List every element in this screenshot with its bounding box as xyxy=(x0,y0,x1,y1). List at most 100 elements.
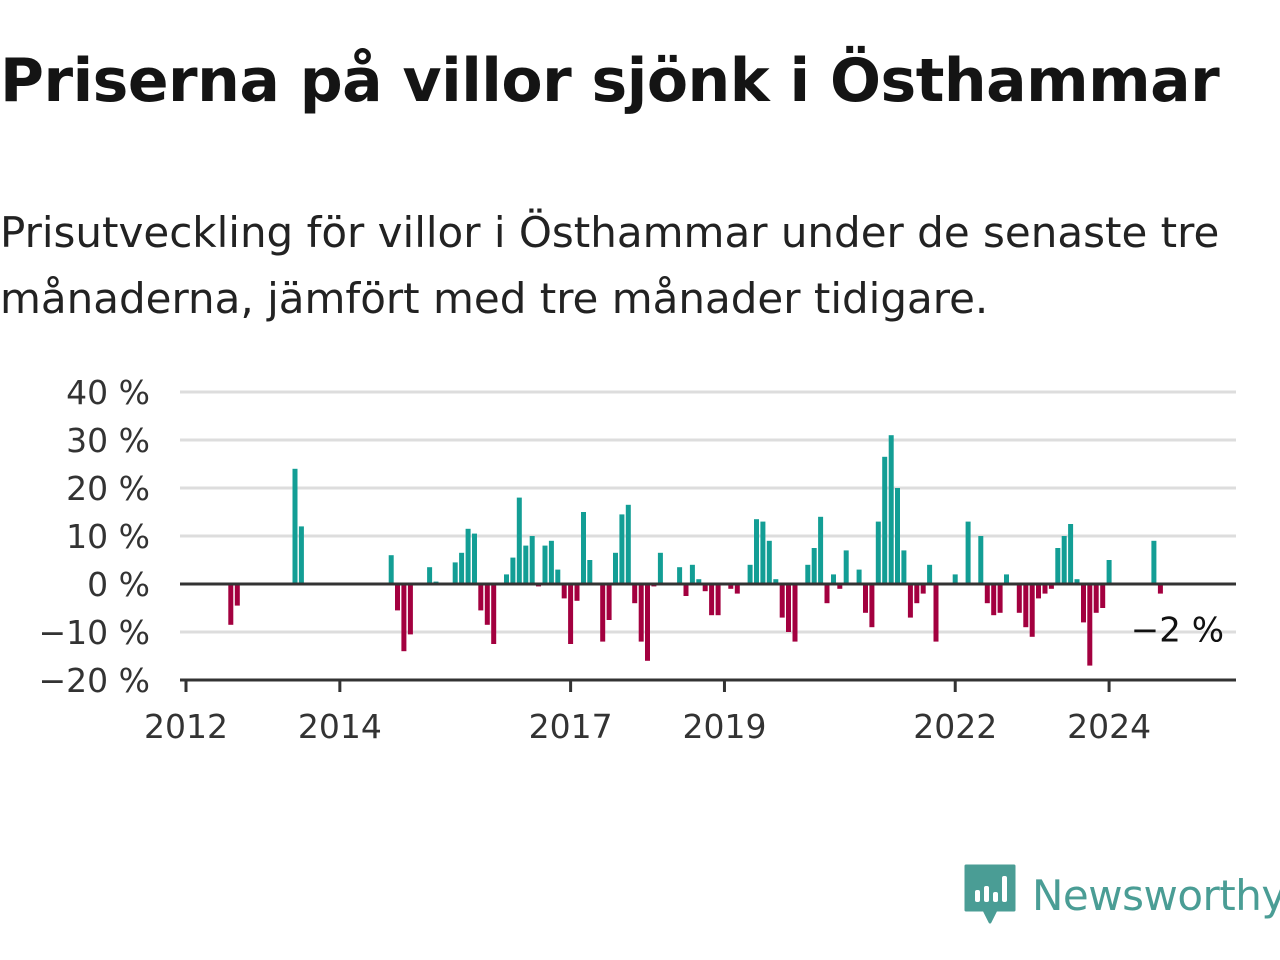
bar xyxy=(388,555,394,584)
bar xyxy=(1055,548,1061,584)
bar xyxy=(1157,584,1163,594)
bar xyxy=(818,516,824,584)
x-tick-label: 2022 xyxy=(913,707,997,746)
bar xyxy=(459,552,465,584)
bar xyxy=(760,521,766,584)
bar xyxy=(234,584,240,606)
bar xyxy=(696,579,702,584)
bar xyxy=(613,552,618,584)
bar xyxy=(907,584,913,618)
bar-chart: 40 %30 %20 %10 %0 %−10 %−20 % 2012 2014 20… xyxy=(39,373,1236,746)
newsworthy-logo-icon xyxy=(964,864,1016,924)
bar xyxy=(882,456,888,584)
y-tick-label: −10 % xyxy=(39,613,151,652)
bar xyxy=(619,514,625,584)
bar xyxy=(1068,524,1074,584)
bar xyxy=(548,540,554,584)
bar xyxy=(831,574,836,584)
bar xyxy=(888,435,894,584)
newsworthy-logo: Newsworthy xyxy=(964,864,1280,926)
axes xyxy=(180,582,1236,692)
bar xyxy=(683,584,689,596)
bar xyxy=(523,545,529,584)
bar xyxy=(689,564,695,584)
bar xyxy=(875,521,881,584)
bar xyxy=(298,526,304,584)
bar xyxy=(568,584,574,644)
bar xyxy=(997,584,1003,613)
bar xyxy=(824,584,830,604)
y-tick-label: 0 % xyxy=(87,565,150,604)
bar xyxy=(625,504,631,584)
x-axis-tick-labels: 2012 2014 2017 2019 2022 2024 xyxy=(144,707,1151,746)
y-tick-label: 20 % xyxy=(66,469,150,508)
bar xyxy=(606,584,612,620)
bar xyxy=(677,567,683,584)
bar xyxy=(600,584,606,642)
y-tick-label: 40 % xyxy=(66,373,150,412)
y-tick-label: −20 % xyxy=(39,661,151,700)
x-tick-label: 2014 xyxy=(298,707,382,746)
bar xyxy=(805,564,811,584)
bar xyxy=(901,550,907,584)
bar xyxy=(779,584,785,618)
bar xyxy=(555,569,561,584)
bar xyxy=(927,564,933,584)
bar xyxy=(1100,584,1106,608)
bar xyxy=(766,540,772,584)
bar xyxy=(1042,584,1048,594)
bar xyxy=(529,536,535,584)
bar xyxy=(965,521,971,584)
bar xyxy=(754,519,759,584)
bar xyxy=(728,584,734,589)
bar xyxy=(709,584,715,616)
bar xyxy=(516,497,522,584)
chart-subtitle: Prisutveckling för villor i Östhammar un… xyxy=(0,208,1220,323)
bar xyxy=(484,584,490,625)
bar xyxy=(1036,584,1041,599)
bar xyxy=(1106,560,1112,584)
bar xyxy=(1074,579,1080,584)
bar xyxy=(407,584,413,635)
bar xyxy=(1151,540,1157,584)
bar xyxy=(561,584,567,599)
last-value-annotation: −2 % xyxy=(1131,611,1224,651)
bar xyxy=(1093,584,1099,613)
bar xyxy=(452,562,458,584)
bar xyxy=(395,584,400,611)
bar xyxy=(837,584,843,589)
bar xyxy=(1016,584,1022,613)
bar xyxy=(581,512,586,584)
bar xyxy=(920,584,926,594)
bar xyxy=(657,552,663,584)
bar xyxy=(869,584,875,628)
newsworthy-logo-text: Newsworthy xyxy=(1032,870,1280,920)
bar xyxy=(863,584,868,613)
bar xyxy=(645,584,650,661)
bar xyxy=(1023,584,1029,628)
bar xyxy=(1029,584,1035,637)
bar xyxy=(843,550,849,584)
bar xyxy=(292,468,298,584)
bar xyxy=(792,584,798,642)
bar xyxy=(478,584,484,611)
bar xyxy=(401,584,407,652)
x-tick-label: 2024 xyxy=(1067,707,1151,746)
bar xyxy=(465,528,471,584)
bar xyxy=(587,560,593,584)
bar-series xyxy=(228,435,1163,666)
bar xyxy=(747,564,753,584)
bar xyxy=(632,584,638,604)
chart-title: Priserna på villor sjönk i Östhammar xyxy=(0,46,1220,116)
bar xyxy=(510,557,516,584)
bar xyxy=(811,548,817,584)
y-tick-label: 10 % xyxy=(66,517,150,556)
bar xyxy=(472,533,477,584)
bar xyxy=(952,574,958,584)
y-axis-tick-labels: 40 % 30 % 20 % 10 % 0 % −10 % −20 % xyxy=(39,373,151,700)
gridlines xyxy=(180,390,1236,682)
bar xyxy=(984,584,990,604)
bar xyxy=(895,488,900,584)
bar xyxy=(914,584,920,604)
bar xyxy=(542,545,548,584)
